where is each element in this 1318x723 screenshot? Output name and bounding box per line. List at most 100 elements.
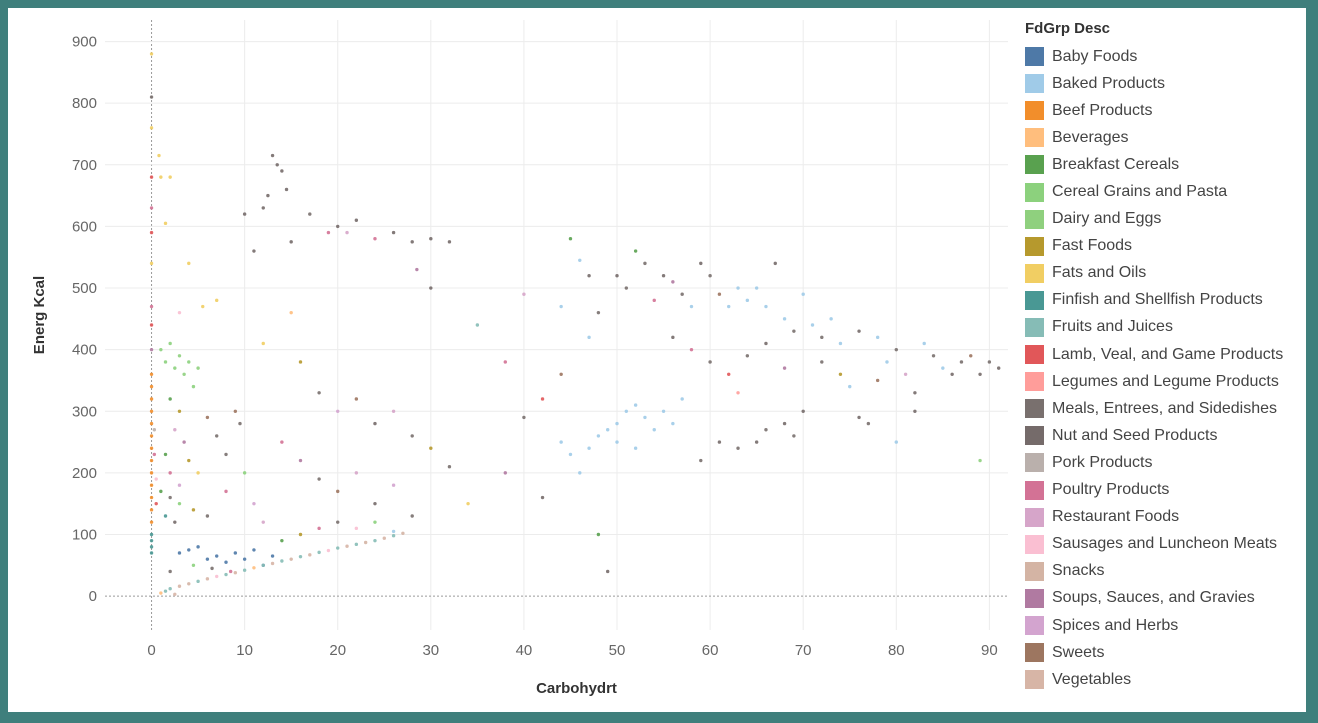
data-point [242, 568, 247, 572]
data-point [801, 292, 805, 296]
legend-item[interactable]: Fats and Oils [1025, 260, 1305, 287]
y-tick-label: 900 [72, 34, 97, 51]
data-point [149, 508, 154, 512]
data-point [736, 391, 740, 395]
data-point [154, 477, 158, 481]
data-point [154, 501, 158, 506]
data-point [875, 335, 880, 340]
legend-item[interactable]: Sausages and Luncheon Meats [1025, 531, 1305, 558]
data-point [429, 286, 433, 290]
data-point [191, 563, 196, 568]
data-point [242, 471, 247, 475]
legend-item[interactable]: Restaurant Foods [1025, 504, 1305, 531]
data-point [177, 501, 182, 506]
legend-label: Baby Foods [1052, 47, 1138, 65]
legend-item[interactable]: Fast Foods [1025, 233, 1305, 260]
legend-item[interactable]: Beef Products [1025, 97, 1305, 124]
legend-item[interactable]: Sweets [1025, 639, 1305, 666]
legend-swatch [1025, 236, 1044, 256]
data-point [410, 434, 414, 438]
data-point [173, 520, 177, 524]
data-point [163, 589, 168, 593]
data-point [298, 532, 303, 537]
data-point [280, 559, 284, 563]
legend-label: Legumes and Legume Products [1052, 372, 1279, 390]
data-point [201, 304, 205, 309]
legend-item[interactable]: Pork Products [1025, 449, 1305, 476]
legend-label: Cereal Grains and Pasta [1052, 183, 1228, 201]
data-point [238, 421, 242, 426]
data-point [447, 465, 452, 469]
data-point [149, 520, 154, 524]
data-point [196, 471, 200, 475]
data-point [224, 560, 228, 564]
data-point [689, 304, 694, 309]
data-point [336, 520, 340, 524]
data-point [764, 304, 768, 309]
data-point [875, 378, 880, 383]
data-point [149, 495, 154, 500]
data-point [503, 471, 507, 475]
legend-label: Breakfast Cereals [1052, 155, 1180, 173]
data-point [159, 175, 163, 179]
data-point [149, 434, 154, 438]
x-tick-label: 80 [888, 642, 905, 659]
data-point [261, 206, 265, 210]
data-point [354, 471, 359, 475]
legend-item[interactable]: Beverages [1025, 124, 1305, 151]
y-tick-label: 400 [72, 342, 97, 359]
data-point [540, 495, 545, 500]
legend-item[interactable]: Meals, Entrees, and Sidedishes [1025, 395, 1305, 422]
legend-item[interactable]: Fruits and Juices [1025, 314, 1305, 341]
data-point [233, 551, 238, 555]
data-point [633, 403, 638, 407]
legend-item[interactable]: Cereal Grains and Pasta [1025, 178, 1305, 205]
data-point [643, 261, 647, 266]
legend-item[interactable]: Snacks [1025, 558, 1305, 585]
y-tick-label: 100 [72, 526, 97, 543]
data-point [820, 335, 824, 340]
data-point [354, 542, 359, 547]
legend-swatch [1025, 182, 1044, 202]
data-point [447, 240, 452, 244]
data-point [187, 548, 191, 552]
scatter-plot[interactable]: 0 10 20 30 40 50 60 70 80 90010020030040050060070… [8, 8, 1018, 712]
data-point [810, 323, 815, 327]
data-point [336, 224, 340, 229]
data-point [149, 95, 154, 99]
data-point [228, 569, 233, 574]
legend-item[interactable]: Vegetables [1025, 666, 1305, 693]
data-point [996, 366, 1001, 370]
legend-item[interactable]: Soups, Sauces, and Gravies [1025, 585, 1305, 612]
data-point [922, 341, 926, 346]
legend-swatch [1025, 290, 1044, 310]
legend-item[interactable]: Spices and Herbs [1025, 612, 1305, 639]
legend-item[interactable]: Baby Foods [1025, 43, 1305, 70]
legend-item[interactable]: Breakfast Cereals [1025, 151, 1305, 178]
x-axis-title: Carbohydrt [536, 680, 617, 697]
data-point [680, 397, 684, 401]
legend-label: Dairy and Eggs [1052, 210, 1162, 228]
data-point [615, 274, 619, 278]
legend-item[interactable]: Poultry Products [1025, 477, 1305, 504]
data-point [149, 384, 154, 389]
legend-item[interactable]: Baked Products [1025, 70, 1305, 97]
data-point [661, 274, 666, 278]
legend-label: Fruits and Juices [1052, 318, 1173, 336]
legend-swatch [1025, 399, 1044, 419]
data-point [615, 421, 619, 426]
legend-swatch [1025, 588, 1044, 608]
data-point [252, 566, 256, 570]
data-point [152, 428, 157, 432]
legend-item[interactable]: Finfish and Shellfish Products [1025, 287, 1305, 314]
legend-item[interactable]: Lamb, Veal, and Game Products [1025, 341, 1305, 368]
data-point [941, 366, 945, 370]
data-point [205, 557, 210, 561]
legend-swatch [1025, 561, 1044, 581]
legend-item[interactable]: Legumes and Legume Products [1025, 368, 1305, 395]
data-point [596, 434, 601, 438]
data-point [149, 261, 154, 266]
legend-item[interactable]: Dairy and Eggs [1025, 206, 1305, 233]
data-point [894, 440, 898, 444]
legend-item[interactable]: Nut and Seed Products [1025, 422, 1305, 449]
